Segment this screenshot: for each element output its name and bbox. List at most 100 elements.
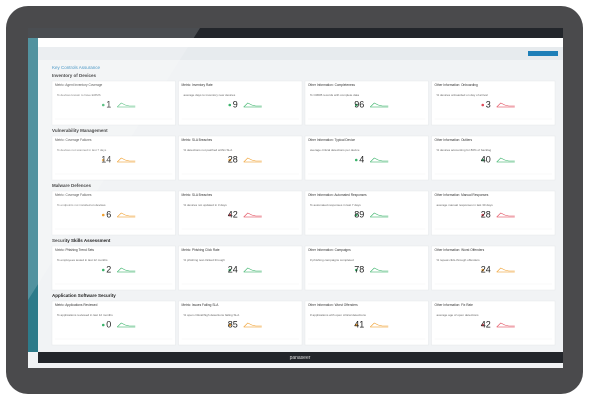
sparkline [117,102,136,108]
sparkline-area [496,106,515,108]
card-value: 78 [354,264,364,274]
sparkline-area [243,161,262,163]
card-value: 28 [228,154,238,164]
card-title: Other Information: Automated Responses [308,193,367,197]
section-title: Vulnerability Management [52,128,108,133]
card-title: Metric: SLA Breaches [182,138,213,142]
sparkline-area [496,326,515,328]
page-title[interactable]: Key Controls Assurance [52,65,101,70]
card-title: Metric: Issues Failing SLA [182,303,220,307]
card-description: % automated responses in last 7 days [310,203,361,207]
sparkline [370,212,389,218]
card[interactable] [304,80,429,126]
card[interactable] [304,245,429,291]
card-description: % devices accounting for 80% of backlog [437,148,492,152]
card-title: Other Information: Outliers [435,138,473,142]
sparkline [243,267,262,273]
card-description: % CMDB records with complete data [310,93,359,97]
card[interactable] [51,135,176,181]
card-value: 41 [354,319,364,329]
action-button[interactable] [528,51,558,56]
card-value: 42 [481,319,491,329]
status-dot [354,323,358,327]
card[interactable] [304,190,429,236]
sparkline [496,157,515,163]
sparkline-area [243,326,262,328]
status-dot [101,158,105,162]
status-dot [228,103,232,107]
card-description: % devices not updated in 3 days [184,203,228,207]
card-value: 85 [228,319,238,329]
card[interactable] [431,190,556,236]
card[interactable] [431,80,556,126]
card[interactable] [431,135,556,181]
card-title: Other Information: Worst Offenders [308,303,358,307]
card-description: % devices known to have EMMS [57,93,101,97]
card-description: % repeat click-through offenders [437,258,481,262]
card-value: 3 [486,99,491,109]
card[interactable] [304,135,429,181]
card-description: % applications reviewed in last 12 month… [57,313,113,317]
card[interactable] [178,190,303,236]
card[interactable] [51,190,176,236]
sparkline-area [117,161,136,163]
card-description: % devices onboarded on day of arrival [437,93,488,97]
sparkline [370,102,389,108]
glare [28,28,200,300]
card-value: 4 [359,154,364,164]
sparkline [243,212,262,218]
card-title: Metric: SLA Breaches [182,193,213,197]
section-title: Application Software Security [52,293,116,298]
card[interactable] [431,300,556,346]
card-description: % detections not patched within SLA [184,148,233,152]
sidebar [28,38,38,352]
sparkline-area [496,216,515,218]
top-bar [28,28,563,38]
content: Inventory of Devices Metric: Agent Invent… [51,73,556,346]
status-dot [354,268,358,272]
sparkline-area [496,271,515,273]
card[interactable] [178,80,303,126]
sparkline [370,157,389,163]
card-value: 2 [106,264,111,274]
status-dot [354,158,358,162]
status-dot [354,213,358,217]
card-value: 24 [481,264,491,274]
sparkline [370,322,389,328]
card-title: Other Information: Typical Device [308,138,355,142]
status-dot [481,103,485,107]
sparkline-area [496,161,515,163]
status-dot [101,103,105,107]
card-value: 42 [228,209,238,219]
sparkline [496,102,515,108]
card-description: # applications with open critical detect… [310,313,366,317]
card-title: Metric: Coverage Failures [55,138,92,142]
status-dot [228,213,232,217]
status-dot [481,213,485,217]
card-title: Metric: Agent Inventory Coverage [55,83,103,87]
card[interactable] [178,245,303,291]
card-value: 6 [106,209,111,219]
sparkline [243,102,262,108]
card[interactable] [178,135,303,181]
sparkline-area [370,161,389,163]
card-title: Metric: Phishing Trend Sets [55,248,94,252]
card[interactable] [178,300,303,346]
card-title: Metric: Coverage Failures [55,193,92,197]
status-dot [101,323,105,327]
card[interactable] [51,300,176,346]
card[interactable] [51,80,176,126]
card-value: 28 [481,209,491,219]
card-description: average days to inventory new devices [184,93,236,97]
card-value: 40 [481,154,491,164]
card[interactable] [304,300,429,346]
card[interactable] [51,245,176,291]
card-description: average age of open detections [437,313,480,317]
sparkline [496,267,515,273]
section-title: Malware Defences [52,183,92,188]
card-description: % endpoints not installed on devices [57,203,106,207]
card[interactable] [431,245,556,291]
sparkline [117,267,136,273]
section-title: Inventory of Devices [52,73,97,78]
